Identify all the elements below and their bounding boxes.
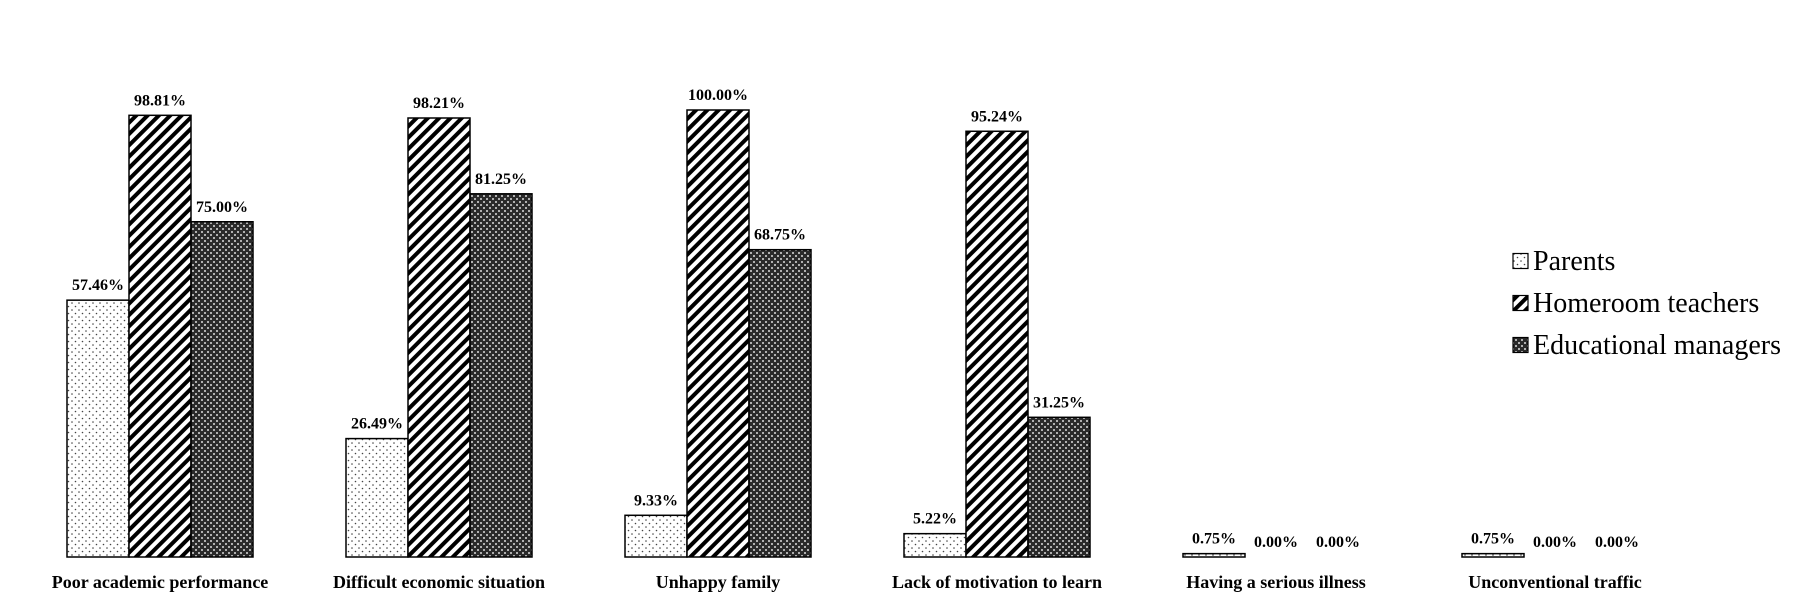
category-label-unhappy-family: Unhappy family <box>656 572 781 592</box>
bar-lack-of-motivation-to-learn-homeroom-teachers <box>965 130 1029 558</box>
data-label-lack-of-motivation-to-learn-educational-managers: 31.25% <box>1033 394 1085 411</box>
bar-difficult-economic-situation-educational-managers <box>469 193 533 558</box>
bar-lack-of-motivation-to-learn-educational-managers <box>1027 416 1091 558</box>
legend-label-homeroom-teachers: Homeroom teachers <box>1533 288 1759 319</box>
data-label-unconventional-traffic-homeroom-teachers: 0.00% <box>1533 534 1577 551</box>
category-label-poor-academic-performance: Poor academic performance <box>52 572 269 592</box>
data-label-lack-of-motivation-to-learn-homeroom-teachers: 95.24% <box>971 108 1023 125</box>
bar-lack-of-motivation-to-learn-parents <box>903 532 967 558</box>
data-label-difficult-economic-situation-parents: 26.49% <box>351 416 403 433</box>
data-label-having-a-serious-illness-homeroom-teachers: 0.00% <box>1254 534 1298 551</box>
data-label-unconventional-traffic-educational-managers: 0.00% <box>1595 534 1639 551</box>
category-label-having-a-serious-illness: Having a serious illness <box>1186 572 1366 592</box>
bar-difficult-economic-situation-parents <box>345 437 409 558</box>
data-label-poor-academic-performance-parents: 57.46% <box>72 277 124 294</box>
bar-unhappy-family-homeroom-teachers <box>686 109 750 558</box>
data-label-having-a-serious-illness-parents: 0.75% <box>1192 531 1236 548</box>
legend-swatch-homeroom-teachers <box>1512 294 1529 312</box>
bar-poor-academic-performance-educational-managers <box>190 221 254 558</box>
bar-unhappy-family-educational-managers <box>748 248 812 558</box>
data-label-unconventional-traffic-parents: 0.75% <box>1471 531 1515 548</box>
legend-swatch-educational-managers <box>1512 336 1529 354</box>
legend-swatch-parents <box>1512 252 1529 270</box>
legend-label-educational-managers: Educational managers <box>1533 330 1781 361</box>
bar-unhappy-family-parents <box>624 514 688 558</box>
legend: Parents Homeroom teachers Educational mana… <box>1512 246 1781 361</box>
legend-label-parents: Parents <box>1533 246 1615 277</box>
data-labels-group: 57.46% 98.81% 75.00% 26.49% 98.21% 81.25% 9.33… <box>72 87 1639 551</box>
bar-having-a-serious-illness-parents <box>1182 552 1246 558</box>
bar-poor-academic-performance-homeroom-teachers <box>128 114 192 558</box>
category-label-difficult-economic-situation: Difficult economic situation <box>333 572 545 592</box>
bar-difficult-economic-situation-homeroom-teachers <box>407 117 471 558</box>
data-label-unhappy-family-homeroom-teachers: 100.00% <box>688 87 748 104</box>
data-label-having-a-serious-illness-educational-managers: 0.00% <box>1316 534 1360 551</box>
category-label-lack-of-motivation-to-learn: Lack of motivation to learn <box>892 572 1102 592</box>
bar-unconventional-traffic-parents <box>1461 552 1525 558</box>
category-labels-group: Poor academic performance Difficult econo… <box>52 572 1642 592</box>
data-label-lack-of-motivation-to-learn-parents: 5.22% <box>913 511 957 528</box>
category-label-unconventional-traffic: Unconventional traffic <box>1468 572 1641 592</box>
data-label-difficult-economic-situation-homeroom-teachers: 98.21% <box>413 95 465 112</box>
data-label-unhappy-family-parents: 9.33% <box>634 492 678 509</box>
data-label-unhappy-family-educational-managers: 68.75% <box>754 227 806 244</box>
bar-poor-academic-performance-parents <box>66 299 130 558</box>
data-label-poor-academic-performance-educational-managers: 75.00% <box>196 199 248 216</box>
data-label-poor-academic-performance-homeroom-teachers: 98.81% <box>134 92 186 109</box>
data-label-difficult-economic-situation-educational-managers: 81.25% <box>475 171 527 188</box>
bars-group <box>66 109 1525 558</box>
